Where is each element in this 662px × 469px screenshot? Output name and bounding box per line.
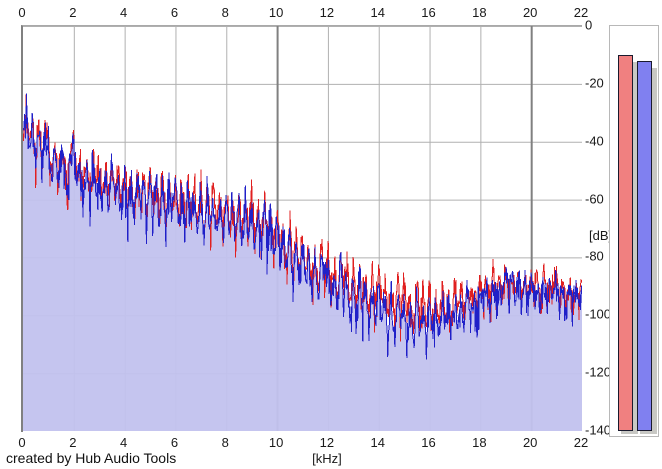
x-tick-bottom-6: 6 <box>170 435 179 450</box>
plot-canvas <box>23 26 582 432</box>
x-tick-top-0: 0 <box>18 5 26 20</box>
y-tick-0: 0 <box>585 17 593 33</box>
y-tick--60: -60 <box>585 191 604 207</box>
y-tick--20: -20 <box>585 75 604 91</box>
spectrum-svg <box>23 26 582 431</box>
level-meter-panel <box>609 25 659 437</box>
x-tick-top-14: 14 <box>370 5 385 20</box>
y-tick--100: -100 <box>585 306 612 322</box>
x-tick-top-16: 16 <box>421 5 436 20</box>
x-tick-bottom-16: 16 <box>421 435 436 450</box>
x-tick-bottom-14: 14 <box>370 435 385 450</box>
plot-area <box>21 25 582 432</box>
x-tick-bottom-2: 2 <box>69 435 77 450</box>
right-meter-bar <box>637 61 652 431</box>
spectrum-chart: 0 2 4 6 8 10 12 14 16 18 20 22 0 2 4 6 8 10 12 14 16 18 20 22 … <box>6 5 612 466</box>
y-tick--40: -40 <box>585 133 604 149</box>
x-tick-bottom-4: 4 <box>120 435 128 450</box>
left-channel-meter[interactable] <box>618 55 638 434</box>
x-tick-bottom-0: 0 <box>18 435 26 450</box>
x-axis-unit-label: [kHz] <box>312 451 342 466</box>
x-tick-top-8: 8 <box>221 5 229 20</box>
x-tick-bottom-22: 22 <box>573 435 589 450</box>
y-tick--120: -120 <box>585 364 612 380</box>
x-tick-top-22: 22 <box>573 5 589 20</box>
x-tick-top-18: 18 <box>472 5 487 20</box>
y-tick--140: -140 <box>585 422 612 438</box>
x-tick-top-20: 20 <box>522 5 538 20</box>
x-tick-top-6: 6 <box>170 5 179 20</box>
left-meter-bar <box>618 55 633 431</box>
x-tick-bottom-18: 18 <box>472 435 487 450</box>
credit-text: created by Hub Audio Tools <box>6 450 177 466</box>
x-tick-top-10: 10 <box>268 5 284 20</box>
x-tick-bottom-12: 12 <box>319 435 335 450</box>
x-tick-bottom-20: 20 <box>522 435 538 450</box>
x-tick-top-4: 4 <box>120 5 128 20</box>
x-tick-top-12: 12 <box>319 5 335 20</box>
y-axis-unit-label: [dB] <box>589 228 613 243</box>
x-tick-bottom-8: 8 <box>221 435 229 450</box>
right-channel-meter[interactable] <box>637 61 657 434</box>
x-tick-bottom-10: 10 <box>268 435 284 450</box>
y-tick--80: -80 <box>585 248 604 264</box>
x-tick-top-2: 2 <box>69 5 77 20</box>
